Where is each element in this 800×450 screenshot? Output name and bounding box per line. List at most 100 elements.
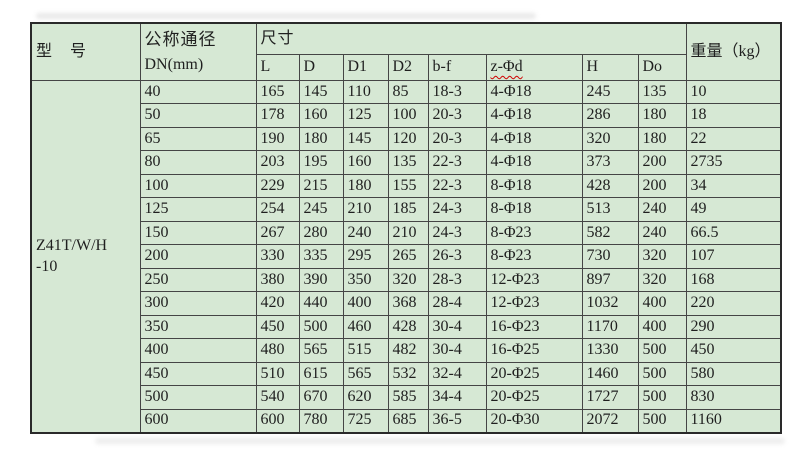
cell-d: 160 — [298, 103, 344, 128]
scan-artifact-top — [36, 13, 536, 19]
header-nominal-diameter: 公称通径 DN(mm) — [139, 22, 257, 81]
cell-do: 400 — [637, 314, 687, 339]
cell-d1: 240 — [342, 220, 389, 245]
cell-z-phi-d: 8-Φ23 — [485, 244, 583, 269]
subheader-bf: b-f — [427, 53, 487, 81]
cell-h: 373 — [581, 150, 639, 175]
subheader-z-phi-d: z-Φd — [485, 53, 583, 81]
subheader-h: H — [581, 53, 639, 81]
cell-h: 428 — [581, 173, 639, 198]
header-dimensions: 尺寸 — [255, 22, 687, 55]
cell-dn: 50 — [139, 103, 257, 128]
cell-d2: 185 — [387, 197, 429, 222]
cell-d2: 155 — [387, 173, 429, 198]
cell-d1: 160 — [342, 150, 389, 175]
cell-d: 195 — [298, 150, 344, 175]
header-row-1: 型 号 公称通径 DN(mm) 尺寸 重量（kg） — [30, 22, 782, 81]
cell-l: 600 — [255, 408, 300, 433]
cell-dn: 600 — [139, 408, 257, 433]
cell-h: 1170 — [581, 314, 639, 339]
cell-h: 1460 — [581, 361, 639, 386]
header-model: 型 号 — [30, 22, 141, 81]
cell-l: 165 — [255, 79, 300, 104]
cell-weight: 830 — [685, 385, 782, 410]
cell-do: 200 — [637, 173, 687, 198]
cell-d1: 460 — [342, 314, 389, 339]
cell-l: 330 — [255, 244, 300, 269]
cell-weight: 18 — [685, 103, 782, 128]
table-row: 450 510 615 565 532 32-4 20-Φ25 1460 500 580 — [31, 361, 782, 386]
cell-dn: 400 — [139, 338, 257, 363]
cell-d1: 145 — [342, 126, 389, 151]
cell-l: 178 — [255, 103, 300, 128]
cell-d2: 120 — [387, 126, 429, 151]
subheader-l: L — [255, 53, 300, 81]
cell-d2: 210 — [387, 220, 429, 245]
cell-l: 480 — [255, 338, 300, 363]
cell-do: 500 — [637, 338, 687, 363]
cell-dn: 200 — [139, 244, 257, 269]
cell-h: 897 — [581, 267, 639, 292]
cell-d: 670 — [298, 385, 344, 410]
cell-dn: 150 — [139, 220, 257, 245]
cell-dn: 65 — [139, 126, 257, 151]
cell-do: 320 — [637, 267, 687, 292]
cell-b-f: 24-3 — [427, 197, 487, 222]
cell-z-phi-d: 4-Φ18 — [485, 103, 583, 128]
cell-d1: 515 — [342, 338, 389, 363]
cell-b-f: 30-4 — [427, 314, 487, 339]
cell-d1: 565 — [342, 361, 389, 386]
cell-b-f: 20-3 — [427, 103, 487, 128]
cell-dn: 250 — [139, 267, 257, 292]
cell-d: 280 — [298, 220, 344, 245]
cell-b-f: 18-3 — [427, 79, 487, 104]
cell-d1: 400 — [342, 291, 389, 316]
header-weight: 重量（kg） — [685, 22, 782, 81]
cell-b-f: 32-4 — [427, 361, 487, 386]
cell-d2: 85 — [387, 79, 429, 104]
cell-h: 582 — [581, 220, 639, 245]
cell-z-phi-d: 20-Φ25 — [485, 361, 583, 386]
cell-weight: 1160 — [685, 408, 782, 433]
cell-d2: 135 — [387, 150, 429, 175]
cell-h: 245 — [581, 79, 639, 104]
header-row-2: L D D1 D2 b-f z-Φd H Do — [31, 53, 781, 81]
subheader-d2: D2 — [387, 53, 429, 81]
cell-h: 2072 — [581, 408, 639, 433]
cell-weight: 2735 — [685, 150, 782, 175]
cell-do: 135 — [637, 79, 687, 104]
cell-d2: 368 — [387, 291, 429, 316]
table-row: 50 178 160 125 100 20-3 4-Φ18 286 180 18 — [31, 103, 782, 128]
cell-d: 440 — [298, 291, 344, 316]
cell-d2: 532 — [387, 361, 429, 386]
table-row: 300 420 440 400 368 28-4 12-Φ23 1032 400 220 — [31, 291, 782, 316]
cell-do: 400 — [637, 291, 687, 316]
cell-dn: 125 — [139, 197, 257, 222]
cell-d2: 482 — [387, 338, 429, 363]
cell-l: 510 — [255, 361, 300, 386]
cell-b-f: 30-4 — [427, 338, 487, 363]
cell-weight: 450 — [685, 338, 782, 363]
table-row: 400 480 565 515 482 30-4 16-Φ25 1330 500 450 — [31, 338, 782, 363]
cell-z-phi-d: 8-Φ18 — [485, 173, 583, 198]
cell-d1: 210 — [342, 197, 389, 222]
cell-weight: 107 — [685, 244, 782, 269]
cell-d: 180 — [298, 126, 344, 151]
cell-dn: 500 — [139, 385, 257, 410]
header-nominal-diameter-cn: 公称通径 — [144, 29, 217, 49]
cell-b-f: 36-5 — [427, 408, 487, 433]
cell-d: 615 — [298, 361, 344, 386]
cell-d1: 295 — [342, 244, 389, 269]
table-row: 250 380 390 350 320 28-3 12-Φ23 897 320 168 — [31, 267, 782, 292]
cell-d: 245 — [298, 197, 344, 222]
subheader-z-phi-d-text: z-Φd — [490, 57, 523, 75]
cell-d: 565 — [298, 338, 344, 363]
cell-z-phi-d: 12-Φ23 — [485, 267, 583, 292]
cell-l: 229 — [255, 173, 300, 198]
cell-h: 730 — [581, 244, 639, 269]
cell-b-f: 22-3 — [427, 150, 487, 175]
header-nominal-diameter-unit: DN(mm) — [144, 55, 204, 73]
cell-do: 180 — [637, 103, 687, 128]
scan-artifact-bottom — [95, 438, 785, 444]
